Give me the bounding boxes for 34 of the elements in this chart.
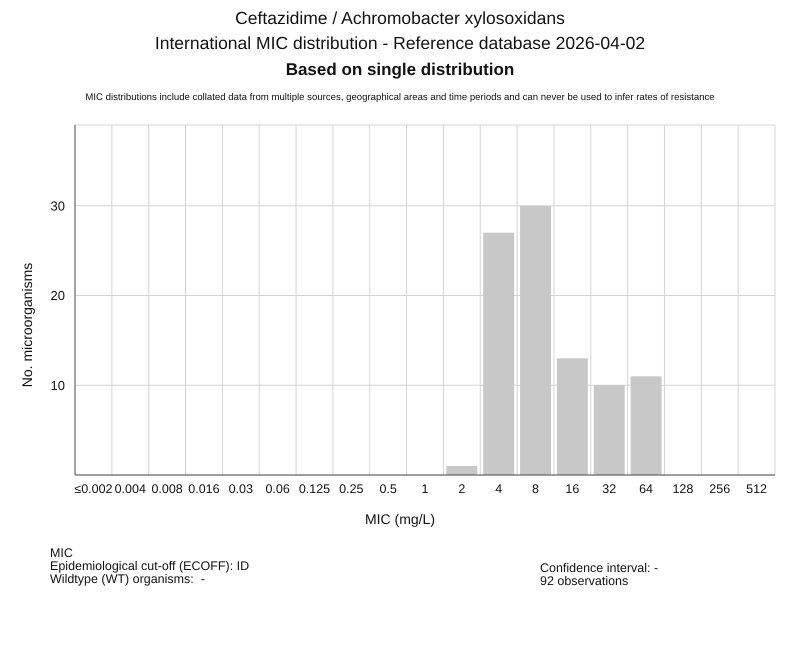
x-tick-label: 0.004 (114, 482, 146, 496)
x-tick-label: 0.03 (228, 482, 253, 496)
x-tick-label: 0.008 (151, 482, 183, 496)
text: 92 observations (540, 574, 628, 588)
x-tick-label: 4 (495, 482, 502, 496)
text: MIC distributions include collated data from multiple sources, geographical areas and time periods and can never be used to infer rates of resistance (85, 92, 715, 103)
text: Based on single distribution (286, 60, 514, 79)
x-tick-label: 2 (458, 482, 466, 496)
x-tick-label: 64 (639, 482, 654, 496)
x-tick-label: 32 (602, 482, 616, 496)
x-tick-label: 0.06 (265, 482, 290, 496)
x-tick-label: 0.125 (298, 482, 330, 496)
text: Confidence interval: - (540, 561, 658, 575)
text: Wildtype (WT) organisms: - (50, 572, 205, 586)
x-tick-label: 128 (672, 482, 694, 496)
chart-subtitle: International MIC distribution - Reference database 2026-04-02 (154, 33, 646, 53)
x-tick-label: 512 (746, 482, 768, 496)
bar (446, 466, 478, 475)
chart-title: Ceftazidime / Achromobacter xylosoxidans (235, 8, 566, 28)
text: Epidemiological cut-off (ECOFF): ID (50, 559, 250, 573)
y-tick-label: 20 (50, 288, 65, 304)
y-tick-label: 30 (50, 198, 65, 214)
x-tick-label: 8 (532, 482, 540, 496)
x-tick-label: 1 (422, 482, 429, 496)
x-tick-label: 16 (565, 482, 580, 496)
x-tick-label: ≤0.002 (74, 482, 113, 496)
text: MIC (50, 546, 73, 560)
x-axis-title: MIC (mg/L) (365, 511, 435, 527)
x-tick-label: 0.5 (379, 482, 397, 496)
x-tick-label: 256 (709, 482, 730, 496)
x-tick-label: 0.25 (339, 482, 364, 496)
x-tick-label: 0.016 (188, 482, 220, 496)
y-tick-label: 10 (50, 378, 65, 393)
y-axis-title: No. microorganisms (19, 262, 35, 388)
